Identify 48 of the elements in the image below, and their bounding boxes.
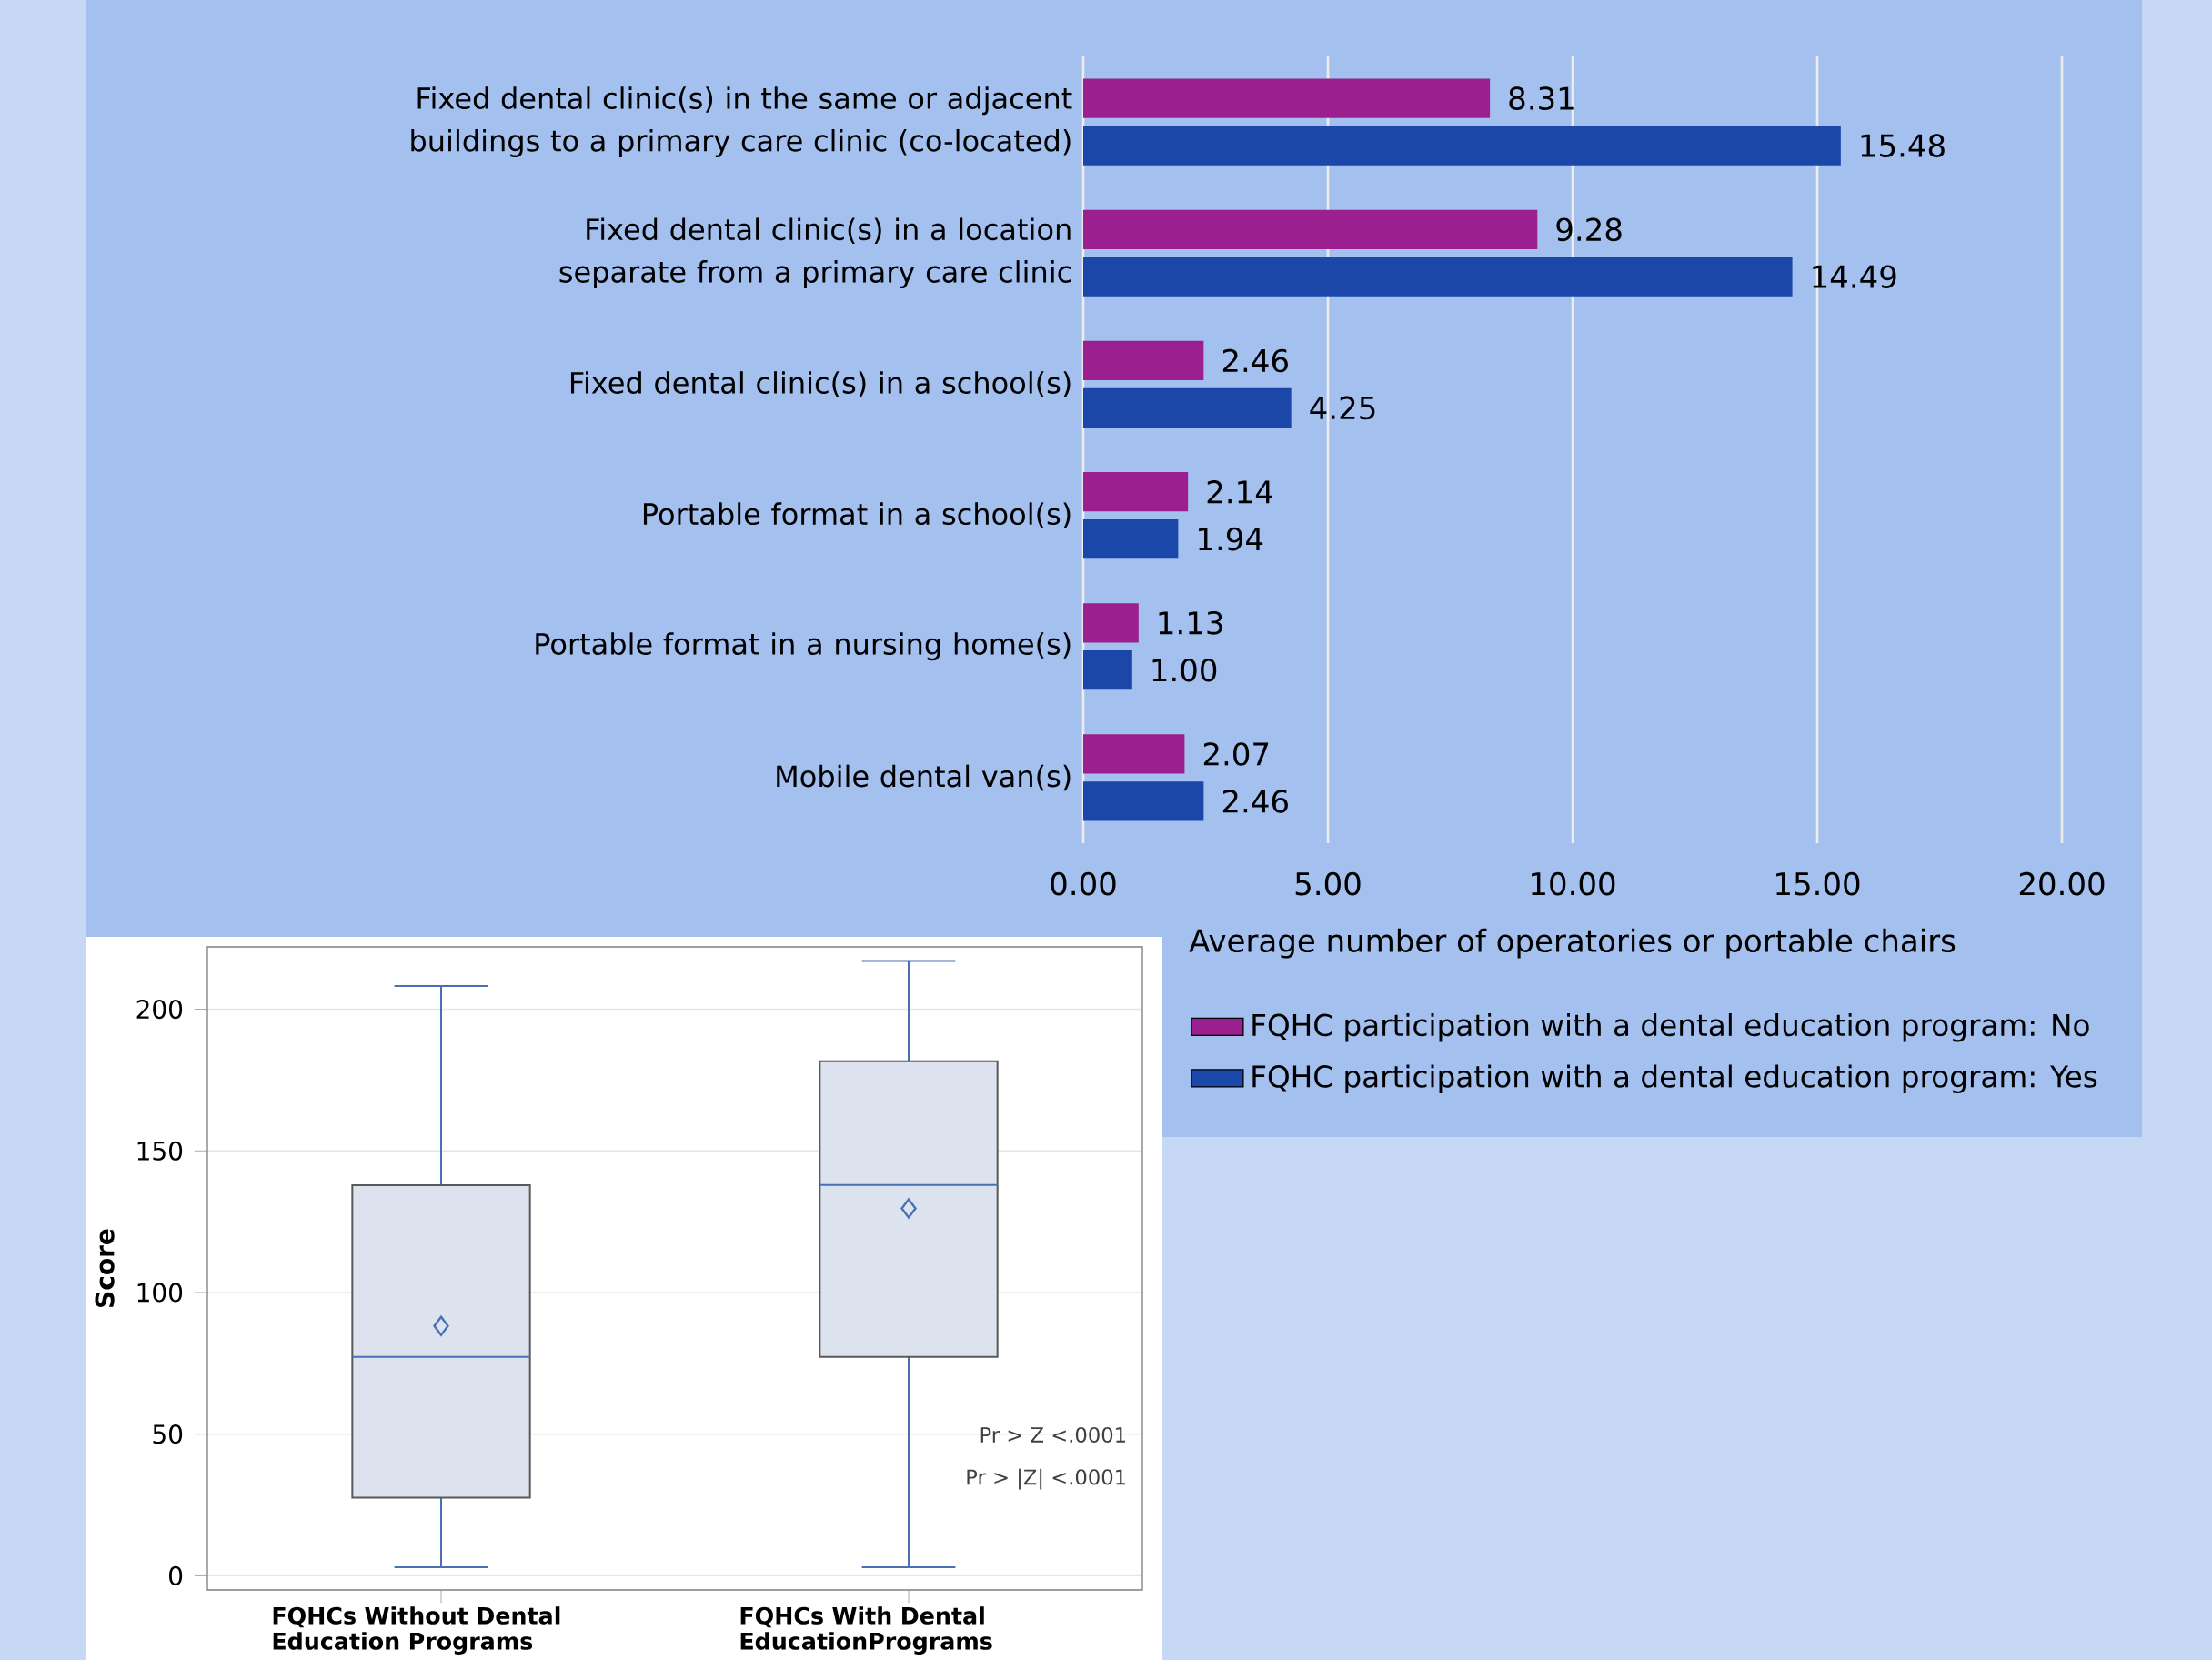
legend-label: FQHC participation with a dental education program: No <box>1252 1012 2089 1042</box>
bar <box>1083 78 1491 118</box>
y-tick-label: 100 <box>137 1283 183 1303</box>
data-label: 1.13 <box>1159 610 1222 635</box>
legend-label: FQHC participation with a dental education program: Yes <box>1252 1064 2097 1094</box>
y-tick-label: Fixed dental clinic(s) in the same or adjacent buildings to a primary care clinic (co-located) <box>411 86 1072 157</box>
data-label: 2.46 <box>1222 790 1288 813</box>
bar <box>1083 734 1185 774</box>
bar <box>1083 340 1204 381</box>
y-tick-label: 150 <box>137 1141 183 1161</box>
y-tick-label: 0 <box>169 1565 183 1586</box>
bar <box>1083 387 1292 428</box>
bar <box>1083 650 1132 690</box>
y-axis-title: Score <box>95 1229 115 1307</box>
y-tick-label: 50 <box>153 1424 183 1444</box>
annotation: Pr > |Z| <.0001 <box>967 1468 1125 1490</box>
x-tick-label: FQHCs With Dental EducationPrograms <box>740 1606 992 1655</box>
bar <box>1083 518 1179 559</box>
data-label: 2.07 <box>1203 742 1269 766</box>
y-tick-label: 200 <box>136 999 183 1020</box>
data-label: 1.94 <box>1199 527 1263 551</box>
x-tick-label: 0.00 <box>1051 871 1116 896</box>
x-tick-label: 20.00 <box>2019 871 2105 896</box>
data-label: 8.31 <box>1509 86 1574 110</box>
y-tick-label: Mobile dental van(s) <box>777 764 1071 791</box>
x-tick-label: 10.00 <box>1532 871 1615 896</box>
annotation: Pr > Z <.0001 <box>980 1426 1125 1444</box>
data-label: 2.14 <box>1207 480 1272 504</box>
y-tick-label: Portable format in a nursing home(s) <box>536 632 1071 661</box>
x-tick-label: 15.00 <box>1776 871 1860 896</box>
x-tick-label: 5.00 <box>1295 871 1361 896</box>
bar <box>1083 209 1538 249</box>
bar <box>1083 781 1204 821</box>
y-tick-label: Fixed dental clinic(s) in a location separate from a primary care clinic <box>559 217 1071 289</box>
x-axis-title: Average number of operatories or portable chairs <box>1189 928 1956 959</box>
bar <box>1083 257 1793 297</box>
data-label: 1.00 <box>1152 658 1217 682</box>
bar <box>1083 126 1841 166</box>
data-label: 4.25 <box>1310 396 1375 420</box>
bar <box>1083 472 1189 512</box>
y-tick-label: Portable format in a school(s) <box>643 502 1071 528</box>
data-label: 15.48 <box>1861 134 1945 157</box>
y-tick-label: Fixed dental clinic(s) in a school(s) <box>570 371 1071 397</box>
data-label: 14.49 <box>1813 265 1896 289</box>
x-tick-label: FQHCs Without Dental Education Programs <box>273 1606 560 1655</box>
data-label: 9.28 <box>1556 217 1622 242</box>
data-label: 2.46 <box>1222 348 1288 373</box>
bar <box>1083 603 1139 643</box>
